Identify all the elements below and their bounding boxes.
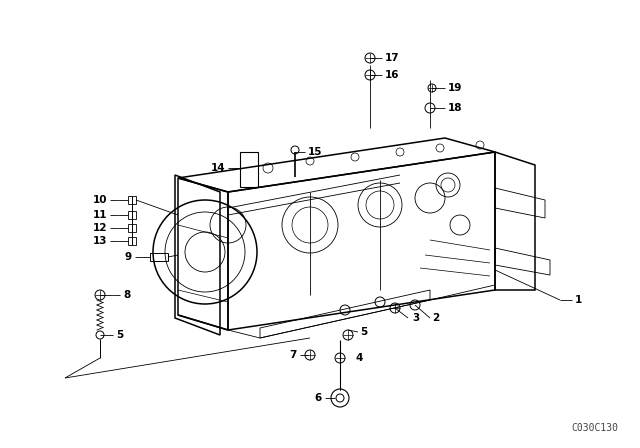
Bar — [150, 253, 168, 261]
Text: 16: 16 — [385, 70, 399, 80]
Text: 12: 12 — [93, 223, 107, 233]
Bar — [128, 237, 136, 245]
Bar — [128, 196, 136, 204]
Text: 9: 9 — [125, 252, 132, 262]
Text: 8: 8 — [123, 290, 131, 300]
Bar — [240, 152, 258, 187]
Text: 19: 19 — [448, 83, 462, 93]
Text: 2: 2 — [432, 313, 439, 323]
Text: 18: 18 — [448, 103, 463, 113]
Text: 15: 15 — [308, 147, 323, 157]
Text: 3: 3 — [412, 313, 419, 323]
Text: 10: 10 — [93, 195, 107, 205]
Text: 1: 1 — [575, 295, 582, 305]
Text: 4: 4 — [355, 353, 362, 363]
Text: 14: 14 — [211, 163, 225, 173]
Text: 5: 5 — [360, 327, 367, 337]
Text: 17: 17 — [385, 53, 399, 63]
Text: 11: 11 — [93, 210, 107, 220]
Bar — [128, 211, 136, 219]
Text: C030C130: C030C130 — [572, 423, 618, 433]
Text: 6: 6 — [315, 393, 322, 403]
Text: 5: 5 — [116, 330, 124, 340]
Text: 13: 13 — [93, 236, 107, 246]
Bar — [128, 224, 136, 232]
Text: 7: 7 — [290, 350, 297, 360]
